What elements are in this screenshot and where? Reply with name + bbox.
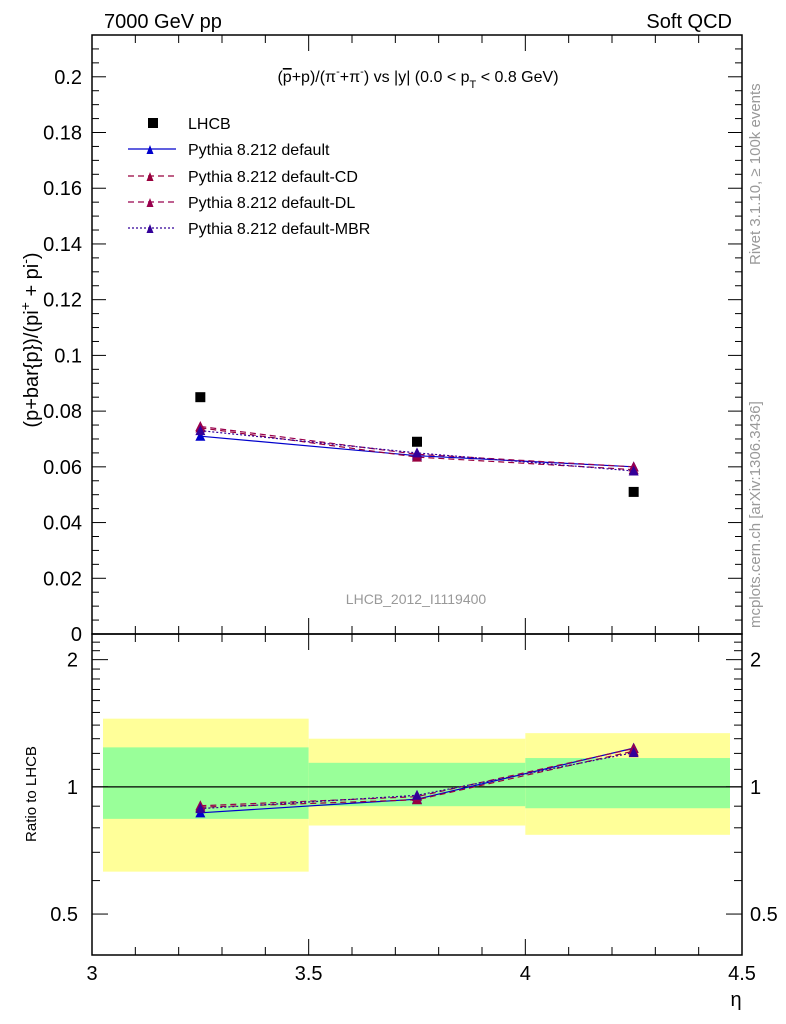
main-panel: 00.020.040.060.080.10.120.140.160.180.2 …	[17, 34, 743, 646]
legend-marker-default-cd	[146, 172, 154, 181]
x-tick-label: 3.5	[295, 963, 323, 985]
ratio-y-axis-label: Ratio to LHCB	[23, 746, 40, 842]
main-y-tick-label: 0	[71, 624, 82, 646]
ratio-line-default_dl	[200, 747, 634, 807]
legend-entry-lhcb: LHCB	[148, 116, 231, 133]
legend-marker-default-dl	[146, 198, 154, 207]
ratio-y-tick-label-right: 2	[750, 650, 761, 672]
ratio-y-tick-label-right: 0.5	[750, 904, 778, 926]
main-y-axis-label: (p+bar{p})/(pi+ + pi-)	[17, 252, 43, 427]
header-right-label: Soft QCD	[646, 11, 732, 33]
main-y-axis: 0 0.02 0.04 0.06 0.08 0.1 0.12 0.14 0.16 0.18 0.2	[43, 34, 742, 646]
main-series-default_mbr	[195, 425, 639, 476]
legend-label-lhcb: LHCB	[188, 116, 231, 133]
main-y-tick-label: 0.1	[54, 345, 82, 367]
ratio-series-default_mbr	[195, 747, 639, 814]
main-line-default_dl	[200, 425, 634, 468]
main-y-tick-label: 0.02	[43, 568, 82, 590]
main-series-group	[195, 392, 639, 497]
legend-entry-default: Pythia 8.212 default	[128, 142, 330, 159]
ratio-x-axis: 3 3.5 4 4.5	[86, 634, 756, 985]
legend-marker-lhcb	[148, 118, 158, 128]
rivet-version-label: Rivet 3.1.10, ≥ 100k events	[747, 83, 764, 265]
legend: LHCB Pythia 8.212 default Pythia 8.212 d…	[128, 116, 370, 238]
chart-title: (p+p)/(π-+π-) vs |y| (0.0 < pT < 0.8 GeV…	[277, 66, 558, 91]
legend-entry-default-mbr: Pythia 8.212 default-MBR	[128, 221, 370, 238]
x-tick-label: 3	[86, 963, 97, 985]
mcplots-reference-label: mcplots.cern.ch [arXiv:1306.3436]	[747, 401, 764, 628]
ratio-y-tick-label: 0.5	[50, 904, 78, 926]
legend-entry-default-cd: Pythia 8.212 default-CD	[128, 169, 358, 186]
main-series-lhcb	[195, 392, 639, 497]
main-point-default_mbr	[412, 447, 422, 458]
main-y-tick-label: 0.2	[54, 67, 82, 89]
legend-label-default-mbr: Pythia 8.212 default-MBR	[188, 221, 370, 238]
ratio-y-axis: 0.5 0.5 1 1 2 2	[50, 633, 778, 956]
main-y-tick-label: 0.06	[43, 457, 82, 479]
legend-label-default-dl: Pythia 8.212 default-DL	[188, 195, 355, 212]
main-y-tick-label: 0.04	[43, 513, 82, 535]
main-point-default_mbr	[628, 465, 639, 476]
ratio-point-default_mbr	[195, 803, 206, 814]
x-tick-label: 4.5	[728, 963, 756, 985]
x-axis-label: η	[730, 989, 741, 1011]
analysis-watermark: LHCB_2012_I1119400	[346, 591, 487, 607]
main-y-tick-label: 0.18	[43, 123, 82, 145]
ratio-y-tick-label: 2	[67, 650, 78, 672]
x-tick-label: 4	[520, 963, 531, 985]
legend-entry-default-dl: Pythia 8.212 default-DL	[128, 195, 355, 212]
ratio-y-tick-label-right: 1	[750, 777, 761, 799]
legend-marker-default-mbr	[146, 224, 154, 233]
legend-label-default: Pythia 8.212 default	[188, 142, 330, 159]
main-y-tick-label: 0.12	[43, 290, 82, 312]
ratio-y-tick-label: 1	[67, 777, 78, 799]
legend-label-default-cd: Pythia 8.212 default-CD	[188, 169, 358, 186]
ratio-point-default_mbr	[412, 789, 422, 800]
header-left-label: 7000 GeV pp	[104, 11, 222, 33]
main-point-lhcb	[412, 436, 422, 447]
main-y-tick-label: 0.08	[43, 401, 82, 423]
main-point-lhcb	[195, 392, 206, 403]
ratio-panel-frame	[91, 633, 743, 956]
legend-marker-default	[146, 145, 154, 154]
ratio-uncertainty-bands	[103, 718, 730, 872]
ratio-point-default_mbr	[628, 747, 639, 758]
main-x-axis	[91, 35, 743, 634]
ratio-band-green	[525, 758, 730, 809]
main-point-default	[195, 430, 206, 441]
ratio-panel: 0.5 0.5 1 1 2 2 3 3.5 4 4.5 Ratio to LHCB η	[23, 633, 778, 1011]
ratio-series-group	[195, 742, 639, 818]
main-point-default_mbr	[195, 425, 206, 436]
main-y-tick-label: 0.16	[43, 178, 82, 200]
main-y-tick-label: 0.14	[43, 234, 82, 256]
main-point-lhcb	[628, 486, 639, 497]
